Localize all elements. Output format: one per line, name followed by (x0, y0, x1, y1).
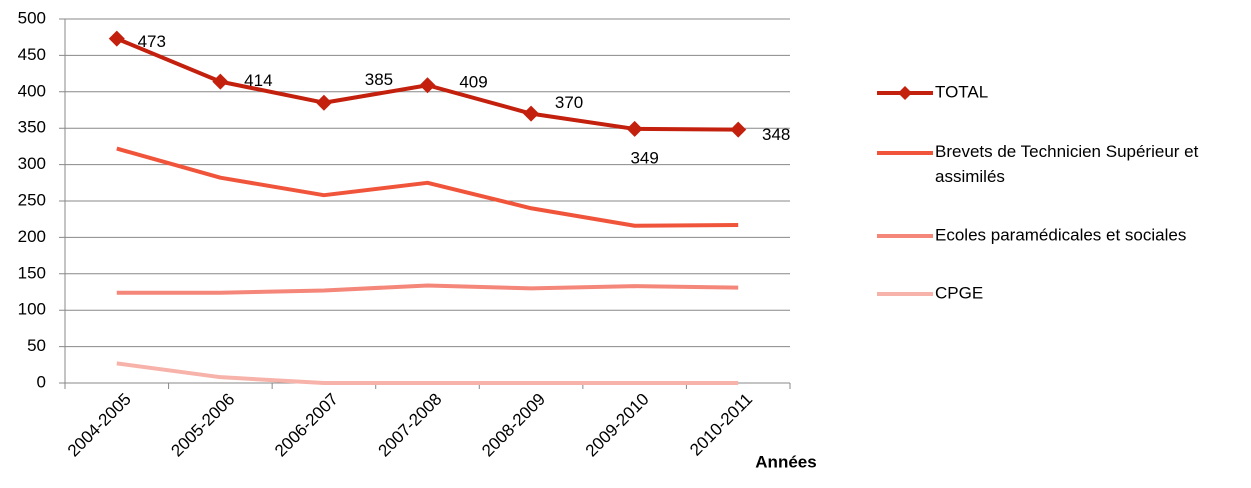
x-tick-label: 2007-2008 (375, 390, 446, 461)
legend-label: Ecoles paramédicales et sociales (935, 225, 1186, 244)
y-tick-label: 200 (18, 227, 46, 246)
data-label: 348 (762, 125, 790, 144)
x-tick-label: 2009-2010 (582, 390, 653, 461)
data-label: 385 (365, 70, 393, 89)
marker (626, 120, 643, 137)
series-line (116, 146, 739, 228)
y-tick-label: 350 (18, 118, 46, 137)
marker (315, 94, 332, 111)
y-tick-label: 500 (18, 8, 46, 27)
x-axis-label: Années (755, 452, 816, 471)
x-tick-label: 2010-2011 (686, 390, 756, 460)
series-line (116, 283, 739, 295)
legend-label: Brevets de Technicien Supérieur et assimi… (935, 142, 1199, 186)
y-tick-label: 450 (18, 45, 46, 64)
marker (523, 105, 540, 122)
y-tick-label: 150 (18, 263, 46, 282)
data-label: 414 (244, 71, 272, 90)
x-tick-label: 2008-2009 (478, 390, 549, 461)
y-tick-label: 300 (18, 154, 46, 173)
marker (212, 73, 229, 90)
data-label: 473 (138, 32, 166, 51)
marker (730, 121, 747, 138)
data-label: 349 (630, 148, 658, 167)
x-tick-label: 2004-2005 (64, 390, 135, 461)
y-tick-label: 250 (18, 190, 46, 209)
y-tick-label: 400 (18, 81, 46, 100)
series-line (116, 361, 739, 385)
data-label: 370 (555, 93, 583, 112)
marker (108, 30, 125, 47)
legend-label: CPGE (935, 283, 983, 302)
y-tick-label: 100 (18, 300, 46, 319)
data-label: 409 (459, 73, 487, 92)
y-tick-label: 0 (37, 372, 46, 391)
legend-label: TOTAL (935, 82, 988, 101)
x-tick-label: 2005-2006 (167, 390, 238, 461)
marker (419, 77, 436, 94)
y-tick-label: 50 (27, 336, 46, 355)
x-tick-label: 2006-2007 (271, 390, 342, 461)
legend-marker (898, 86, 912, 100)
